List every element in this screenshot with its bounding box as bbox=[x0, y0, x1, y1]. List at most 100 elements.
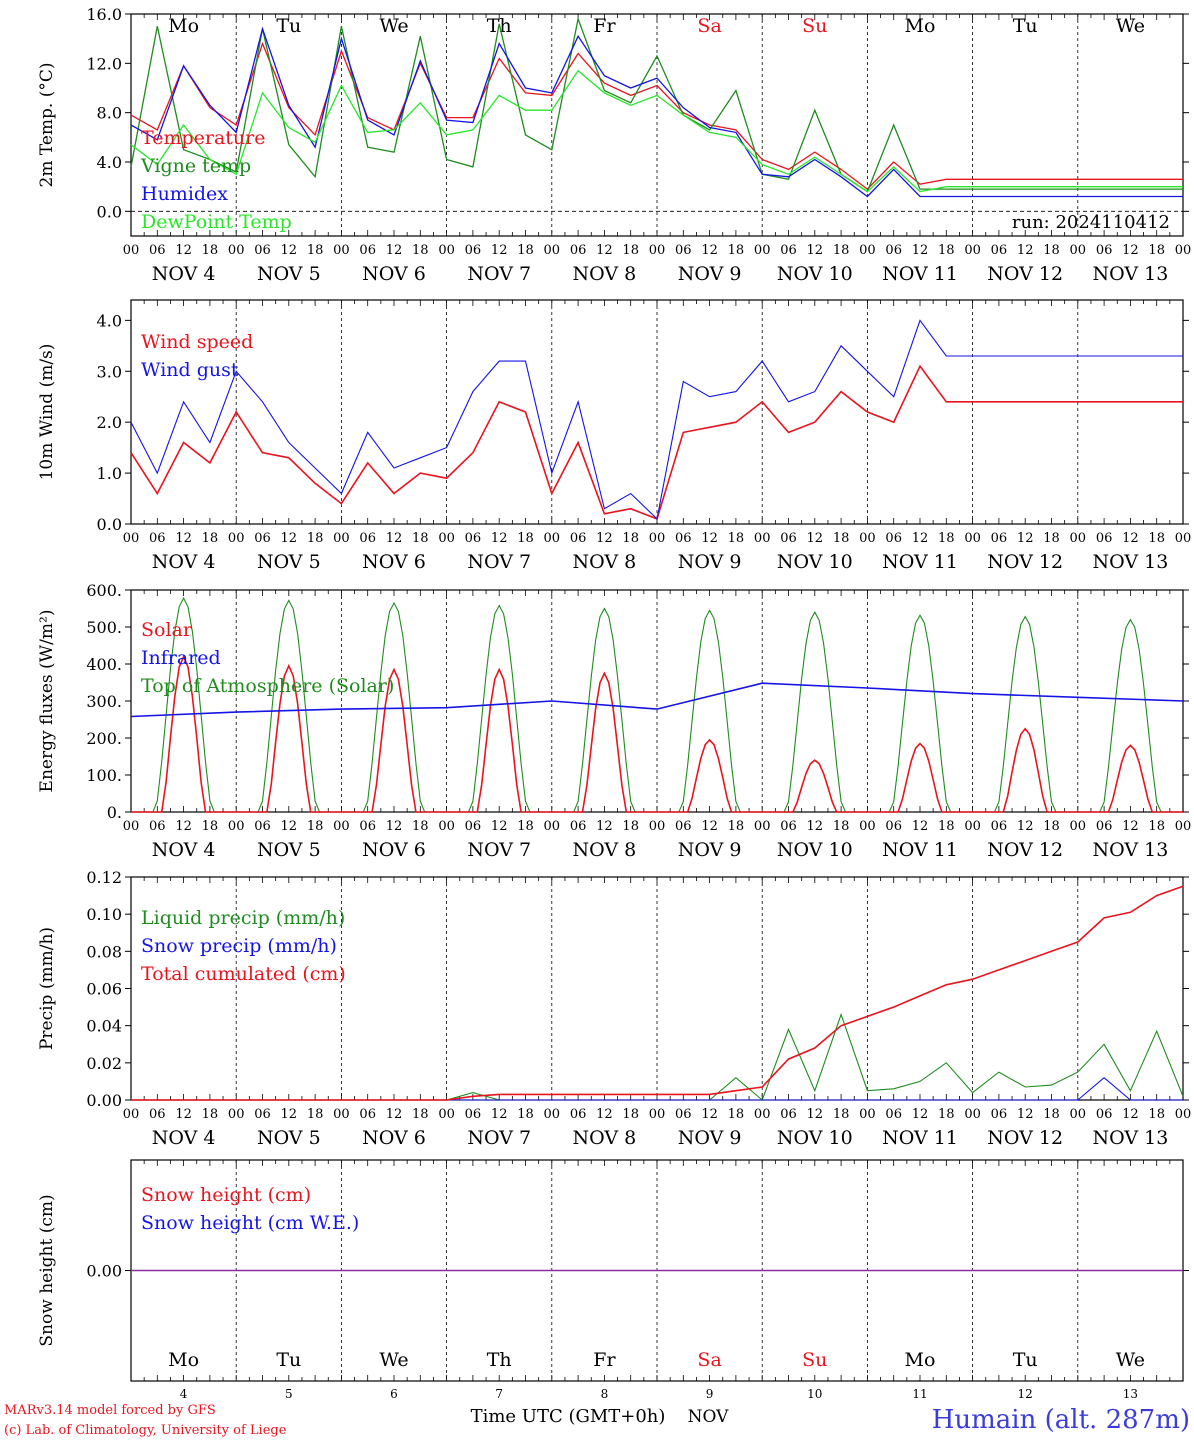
hour-tick-label: 18 bbox=[412, 243, 429, 258]
hour-tick-label: 12 bbox=[912, 1107, 929, 1122]
series-line-1 bbox=[130, 16, 1183, 193]
weekday-label: Mo bbox=[168, 1349, 199, 1371]
hour-tick-label: 06 bbox=[254, 819, 271, 834]
hour-tick-label: 00 bbox=[754, 531, 771, 546]
day-number-label: 8 bbox=[601, 1387, 609, 1401]
date-label: NOV 10 bbox=[777, 263, 853, 285]
weekday-label: Mo bbox=[168, 15, 199, 37]
date-label: NOV 6 bbox=[362, 551, 426, 573]
legend-entry: Solar bbox=[141, 619, 193, 641]
series-line-infrared bbox=[130, 682, 1184, 718]
day-number-label: 9 bbox=[706, 1387, 714, 1401]
series-line-2 bbox=[131, 885, 1184, 1101]
hour-tick-label: 12 bbox=[175, 243, 192, 258]
hour-tick-label: 12 bbox=[596, 1107, 613, 1122]
hour-tick-label: 00 bbox=[964, 531, 981, 546]
date-label: NOV 4 bbox=[152, 263, 216, 285]
weekday-label: Tu bbox=[1013, 15, 1038, 37]
y-tick-label: 0.04 bbox=[86, 1017, 122, 1036]
hour-tick-label: 12 bbox=[491, 531, 508, 546]
day-number-label: 13 bbox=[1123, 1387, 1138, 1401]
hour-tick-label: 06 bbox=[885, 243, 902, 258]
legend-entry: Temperature bbox=[141, 127, 265, 149]
date-label: NOV 12 bbox=[987, 839, 1063, 861]
hour-tick-label: 00 bbox=[754, 243, 771, 258]
hour-tick-label: 00 bbox=[438, 819, 455, 834]
hour-tick-label: 00 bbox=[123, 243, 140, 258]
y-tick-label: 2.0 bbox=[97, 413, 122, 432]
y-tick-label: 200. bbox=[86, 729, 122, 748]
hour-tick-label: 00 bbox=[1070, 819, 1087, 834]
hour-tick-label: 12 bbox=[1122, 1107, 1139, 1122]
hour-tick-label: 12 bbox=[491, 819, 508, 834]
legend-entry: Snow height (cm W.E.) bbox=[141, 1212, 359, 1234]
date-label: NOV 6 bbox=[362, 1127, 426, 1149]
hour-tick-label: 00 bbox=[859, 819, 876, 834]
weekday-label: Su bbox=[802, 15, 827, 37]
y-tick-label: 12.0 bbox=[86, 54, 122, 73]
weekday-label: We bbox=[1116, 1349, 1145, 1371]
hour-tick-label: 06 bbox=[1096, 243, 1113, 258]
hour-tick-label: 00 bbox=[438, 243, 455, 258]
hour-tick-label: 18 bbox=[307, 531, 324, 546]
hour-tick-label: 12 bbox=[807, 243, 824, 258]
legend-entry: Wind gust bbox=[141, 359, 239, 381]
panel-frames bbox=[125, 13, 1189, 1382]
y-tick-label: 4.0 bbox=[97, 311, 122, 330]
y-tick-label: 4.0 bbox=[97, 153, 122, 172]
hour-tick-label: 18 bbox=[517, 531, 534, 546]
hour-tick-label: 00 bbox=[333, 243, 350, 258]
hour-tick-label: 18 bbox=[1043, 819, 1060, 834]
date-label: NOV 11 bbox=[882, 839, 958, 861]
date-label: NOV 7 bbox=[467, 263, 531, 285]
hour-tick-label: 18 bbox=[307, 819, 324, 834]
hour-tick-label: 12 bbox=[1122, 819, 1139, 834]
hour-tick-label: 18 bbox=[1148, 531, 1165, 546]
date-label: NOV 13 bbox=[1092, 1127, 1168, 1149]
y-tick-label: 500. bbox=[86, 618, 122, 637]
hour-tick-label: 12 bbox=[175, 1107, 192, 1122]
hour-tick-label: 00 bbox=[964, 243, 981, 258]
hour-tick-label: 18 bbox=[412, 531, 429, 546]
hour-tick-label: 06 bbox=[780, 531, 797, 546]
day-number-label: 5 bbox=[285, 1387, 293, 1401]
day-number-label: 11 bbox=[912, 1387, 927, 1401]
hour-tick-label: 06 bbox=[1096, 531, 1113, 546]
hour-tick-label: 12 bbox=[1017, 1107, 1034, 1122]
hour-tick-label: 18 bbox=[938, 243, 955, 258]
day-number-label: 6 bbox=[390, 1387, 398, 1401]
weekday-label: Fr bbox=[593, 15, 616, 37]
hour-tick-label: 00 bbox=[438, 531, 455, 546]
hour-tick-label: 18 bbox=[728, 819, 745, 834]
hour-tick-label: 18 bbox=[728, 1107, 745, 1122]
legend-entry: Wind speed bbox=[141, 331, 253, 353]
hour-tick-label: 18 bbox=[202, 1107, 219, 1122]
y-axis-label: Energy fluxes (W/m²) bbox=[37, 610, 57, 793]
legend-entry: Vigne temp bbox=[140, 155, 251, 177]
hour-tick-label: 00 bbox=[228, 819, 245, 834]
hour-tick-label: 00 bbox=[649, 531, 666, 546]
hour-tick-label: 18 bbox=[412, 1107, 429, 1122]
date-label: NOV 9 bbox=[678, 839, 742, 861]
hour-tick-label: 06 bbox=[254, 1107, 271, 1122]
date-label: NOV 6 bbox=[362, 263, 426, 285]
hour-tick-label: 18 bbox=[307, 243, 324, 258]
date-label: NOV 6 bbox=[362, 839, 426, 861]
hour-tick-label: 06 bbox=[465, 531, 482, 546]
date-label: NOV 7 bbox=[467, 551, 531, 573]
date-label: NOV 4 bbox=[152, 839, 216, 861]
weekday-label: Su bbox=[802, 1349, 827, 1371]
hour-tick-label: 12 bbox=[386, 243, 403, 258]
hour-tick-label: 12 bbox=[701, 531, 718, 546]
legend-entry: Humidex bbox=[141, 183, 228, 205]
hour-tick-label: 06 bbox=[1096, 819, 1113, 834]
y-tick-label: 400. bbox=[86, 655, 122, 674]
hour-tick-label: 18 bbox=[938, 1107, 955, 1122]
hour-tick-label: 18 bbox=[517, 1107, 534, 1122]
date-label: NOV 4 bbox=[152, 551, 216, 573]
weekday-label: We bbox=[1116, 15, 1145, 37]
legend-entry: Snow precip (mm/h) bbox=[141, 935, 337, 957]
date-label: NOV 5 bbox=[257, 839, 321, 861]
hour-tick-label: 06 bbox=[254, 243, 271, 258]
hour-tick-label: 06 bbox=[991, 531, 1008, 546]
